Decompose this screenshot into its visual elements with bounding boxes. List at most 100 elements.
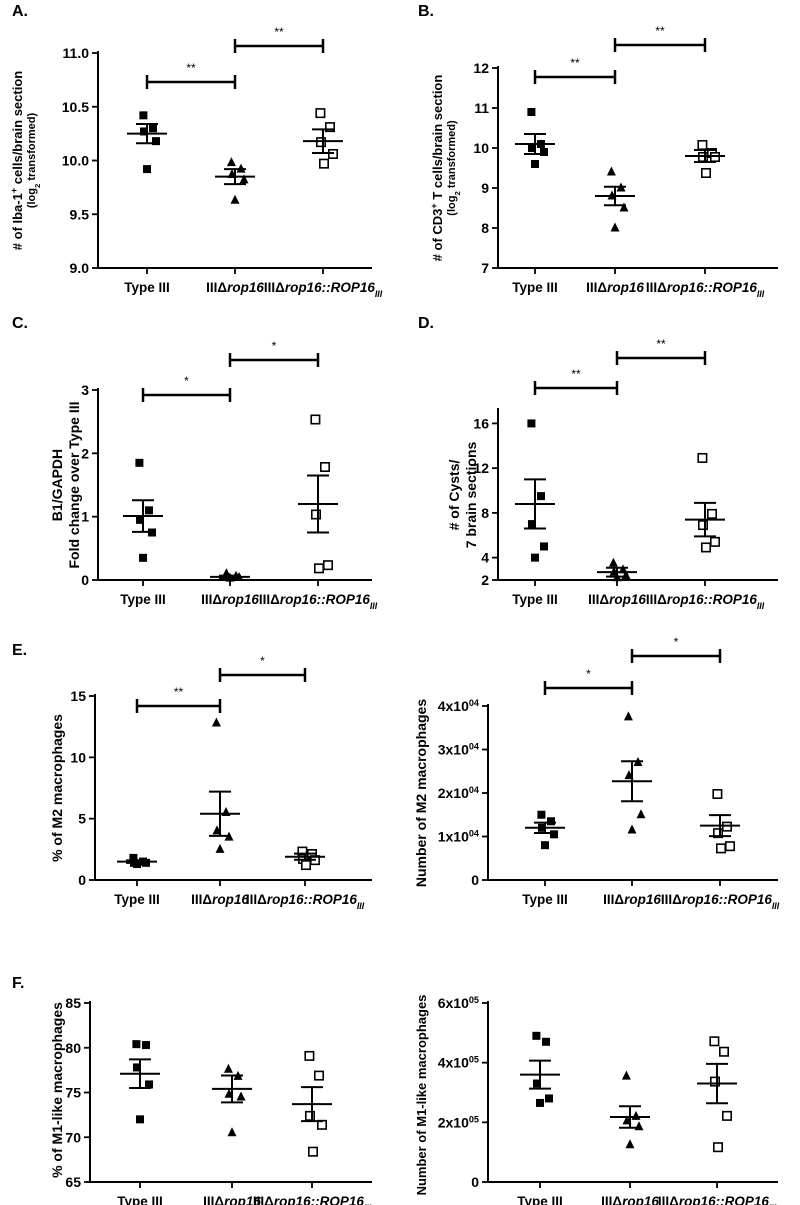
x-tick-label: IIIΔrop16::ROP16III (646, 592, 765, 611)
y-tick-label: 85 (65, 995, 81, 1011)
data-point (304, 1110, 315, 1121)
data-point (139, 553, 147, 562)
y-tick-label: 70 (65, 1129, 81, 1145)
y-axis-label: % of M1-like macrophages (49, 1002, 65, 1178)
data-point (313, 1070, 324, 1081)
data-point (136, 515, 144, 524)
x-tick-label: IIIΔrop16 (201, 592, 259, 607)
data-point (541, 841, 549, 850)
data-point (230, 194, 240, 204)
y-axis-label: # of Iba-1+ cells/brain section (9, 71, 25, 250)
y-tick-label: 2x1004 (438, 785, 480, 801)
y-axis-label: Number of M1-like macrophages (414, 995, 429, 1196)
y-tick-label: 0 (78, 872, 86, 888)
chart-panel-8: 0 2x1005 4x1005 6x1005 Type III IIIΔrop16IIIΔ… (414, 995, 778, 1205)
chart-panel-1: 9.0 9.5 10.0 10.5 11.0 Type III IIIΔrop16 IIIΔr… (9, 3, 383, 299)
data-point (540, 542, 548, 551)
data-point (724, 841, 735, 852)
data-point (528, 520, 536, 529)
data-point (315, 108, 326, 119)
data-point (300, 860, 311, 871)
data-point (610, 222, 620, 232)
data-point (536, 1098, 544, 1107)
y-tick-label: 5 (78, 811, 86, 827)
data-point (697, 452, 708, 463)
data-point (533, 1079, 541, 1088)
y-tick-label: 9 (481, 180, 489, 196)
x-tick-label: IIIΔrop16::ROP16III (264, 280, 383, 299)
y-axis-label: B1/GAPDH (49, 449, 65, 521)
data-point (700, 168, 711, 179)
panel-label: E. (12, 642, 27, 659)
data-point (142, 1041, 150, 1050)
x-tick-label: IIIΔrop16 (588, 592, 646, 607)
data-point (304, 1050, 315, 1061)
y-tick-label: 10 (473, 140, 489, 156)
y-tick-label: 3 (81, 382, 89, 398)
data-point (718, 1046, 729, 1057)
data-point (631, 1110, 641, 1120)
y-tick-label: 11.0 (63, 45, 90, 61)
x-tick-label: Type III (114, 892, 160, 907)
data-point (531, 160, 539, 168)
y-tick-label: 1 (81, 509, 89, 525)
data-point (215, 843, 225, 853)
y-tick-label: 1x1004 (438, 829, 480, 845)
significance-label: ** (174, 685, 184, 699)
data-point (140, 127, 148, 136)
significance-label: * (184, 374, 189, 388)
y-axis-sublabel: Fold change over Type III (66, 402, 82, 569)
data-point (223, 1063, 233, 1073)
y-tick-label: 3x1004 (438, 742, 480, 758)
significance-label: * (260, 654, 265, 668)
y-tick-label: 9.0 (70, 260, 90, 276)
y-tick-label: 10.0 (62, 153, 89, 169)
y-axis-label: # of CD3+ T cells/brain section (429, 75, 445, 262)
data-point (135, 458, 144, 467)
data-point (709, 1036, 720, 1047)
data-point (527, 108, 536, 116)
data-point (547, 817, 555, 826)
data-point (625, 1139, 635, 1149)
x-tick-label: Type III (517, 1194, 563, 1205)
x-tick-label: IIIΔrop16 (203, 1194, 261, 1205)
significance-label: ** (570, 56, 580, 70)
data-point (531, 553, 539, 562)
y-axis-label: Number of M2 macrophages (413, 699, 429, 887)
y-tick-label: 4 (481, 550, 489, 566)
y-axis-sublabel: 7 brain sections (463, 441, 479, 548)
data-point (313, 563, 324, 574)
x-tick-label: Type III (512, 592, 558, 607)
data-point (149, 124, 157, 133)
data-point (697, 520, 708, 531)
y-tick-label: 80 (65, 1040, 81, 1056)
x-tick-label: IIIΔrop16::ROP16III (661, 892, 780, 911)
data-point (322, 560, 333, 571)
data-point (152, 137, 160, 146)
x-tick-label: IIIΔrop16::ROP16III (658, 1194, 777, 1205)
data-point (634, 1121, 644, 1131)
y-axis-sublabel: (log2 transformed) (446, 120, 462, 216)
x-tick-label: Type III (124, 280, 170, 295)
y-tick-label: 0 (471, 872, 479, 888)
data-point (532, 1031, 541, 1040)
data-point (540, 148, 548, 156)
data-point (721, 1110, 732, 1121)
data-point (132, 1040, 141, 1049)
data-point (537, 492, 545, 501)
data-point (715, 843, 726, 854)
data-point (143, 165, 151, 174)
x-tick-label: Type III (522, 892, 568, 907)
y-tick-label: 9.5 (70, 206, 90, 222)
x-tick-label: IIIΔrop16::ROP16III (259, 592, 378, 611)
y-tick-label: 2 (481, 572, 489, 588)
data-point (542, 1037, 550, 1046)
y-tick-label: 15 (70, 688, 86, 704)
chart-panel-6: 0 1x1004 2x1004 3x1004 4x1004 Type III IIIΔrop… (413, 635, 780, 911)
significance-label: * (586, 667, 591, 681)
data-point (139, 111, 148, 120)
